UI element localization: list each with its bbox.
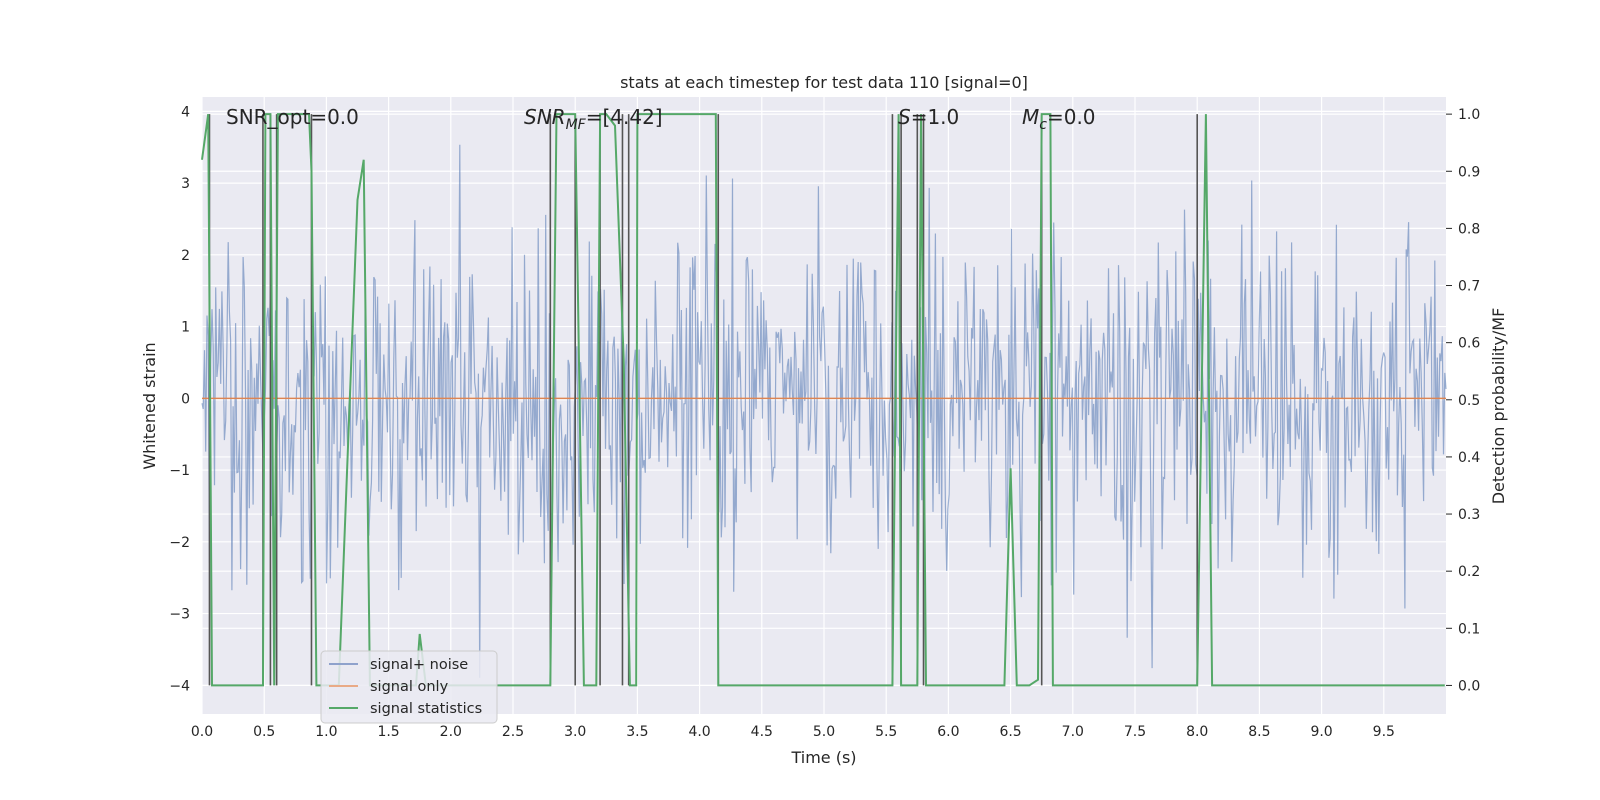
x-axis-ticks: 0.0 0.5 1.0 1.5 2.0 2.5 3.0 3.5 4.0 4.5 5.0 5.5 6.0 6… [191, 724, 1395, 740]
y2-tick-label: 0.8 [1458, 221, 1480, 237]
x-tick-label: 3.5 [626, 724, 648, 740]
x-tick-label: 9.5 [1373, 724, 1395, 740]
legend: signal+ noise signal only signal statist… [320, 650, 498, 724]
x-tick-label: 8.5 [1248, 724, 1270, 740]
signal-statistics-line [201, 113, 1445, 687]
annotation-mc: Mc=0.0 [1022, 105, 1096, 133]
legend-label-signal-statistics: signal statistics [370, 701, 482, 717]
x-tick-label: 1.5 [377, 724, 399, 740]
y2-tick-label: 0.5 [1458, 393, 1480, 409]
y2-axis-label: Detection probability/MF [1489, 308, 1508, 505]
x-tick-label: 7.5 [1124, 724, 1146, 740]
annotation-snr-mf: SNRMF=[4.42] [524, 105, 663, 133]
y2-tick-label: 0.9 [1458, 164, 1480, 180]
series-signal-statistics [201, 113, 1445, 687]
legend-box [320, 650, 498, 724]
x-tick-label: 6.0 [937, 724, 959, 740]
x-tick-label: 0.0 [191, 724, 213, 740]
y2-tick-label: 0.6 [1458, 336, 1480, 352]
y-tick-label: 4 [181, 104, 190, 120]
x-tick-label: 9.0 [1310, 724, 1332, 740]
x-tick-label: 1.0 [315, 724, 337, 740]
y2-axis-ticks: 1.0 0.9 0.8 0.7 0.6 0.5 0.4 0.3 0.2 0.1 0.0 [1446, 107, 1480, 694]
x-tick-label: 4.5 [751, 724, 773, 740]
y2-tick-label: 0.3 [1458, 507, 1480, 523]
y2-tick-label: 0.0 [1458, 678, 1480, 694]
y-tick-label: 0 [181, 391, 190, 407]
y2-tick-label: 0.7 [1458, 279, 1480, 295]
x-tick-label: 8.0 [1186, 724, 1208, 740]
y-tick-label: 3 [181, 176, 190, 192]
x-tick-label: 2.0 [440, 724, 462, 740]
x-tick-label: 0.5 [253, 724, 275, 740]
grid-lines [201, 97, 1446, 714]
y2-tick-label: 0.1 [1458, 621, 1480, 637]
y2-tick-label: 0.2 [1458, 564, 1480, 580]
y-tick-label: −4 [169, 678, 190, 694]
annotations: SNR_opt=0.0 SNRMF=[4.42] S=1.0 Mc=0.0 [226, 105, 1096, 133]
y2-tick-label: 0.4 [1458, 450, 1480, 466]
x-tick-label: 7.0 [1062, 724, 1084, 740]
y-tick-label: −1 [169, 463, 190, 479]
y-axis-label: Whitened strain [140, 342, 159, 469]
x-tick-label: 6.5 [999, 724, 1021, 740]
chart-title: stats at each timestep for test data 110… [620, 73, 1028, 92]
x-tick-label: 5.0 [813, 724, 835, 740]
x-tick-label: 4.0 [688, 724, 710, 740]
x-tick-label: 2.5 [502, 724, 524, 740]
x-tick-label: 3.0 [564, 724, 586, 740]
annotation-s: S=1.0 [898, 105, 959, 129]
x-tick-label: 5.5 [875, 724, 897, 740]
y2-tick-label: 1.0 [1458, 107, 1480, 123]
y-tick-label: 2 [181, 248, 190, 264]
annotation-snr-opt: SNR_opt=0.0 [226, 105, 359, 129]
legend-label-signal-noise: signal+ noise [370, 657, 468, 673]
legend-label-signal-only: signal only [370, 679, 449, 695]
y-axis-ticks: 4 3 2 1 0 −1 −2 −3 −4 [169, 104, 190, 694]
y-tick-label: 1 [181, 320, 190, 336]
y-tick-label: −2 [169, 535, 190, 551]
x-axis-label: Time (s) [790, 748, 856, 767]
y-tick-label: −3 [169, 607, 190, 623]
